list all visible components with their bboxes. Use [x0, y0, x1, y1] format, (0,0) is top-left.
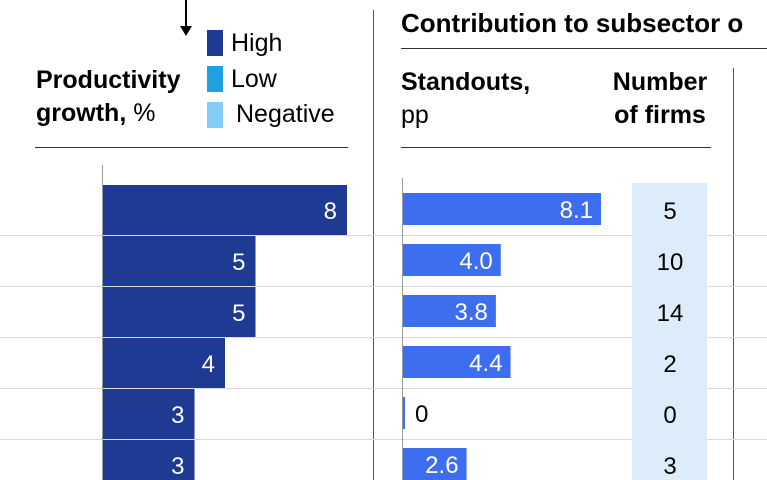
standouts-bar-label: 8.1: [560, 197, 593, 224]
firms-count-label: 3: [663, 453, 676, 480]
productivity-bar: [103, 440, 195, 480]
standouts-bar-label: 3.8: [455, 299, 488, 326]
standouts-bar-label: 0: [415, 401, 428, 428]
firms-count-label: 14: [657, 300, 684, 327]
productivity-header-unit: %: [126, 99, 156, 127]
firms-header: Number of firms: [608, 66, 712, 132]
firms-header-line1: Number: [612, 68, 708, 96]
productivity-header: Productivity growth, %: [36, 64, 180, 130]
section-title-rule: [401, 48, 767, 49]
productivity-header-growth: growth,: [36, 99, 127, 127]
legend-swatch-low: [207, 66, 223, 92]
standouts-header: Standouts, pp: [401, 66, 530, 132]
productivity-bar-label: 4: [202, 351, 215, 378]
standouts-bar: [403, 193, 601, 225]
legend-label-high: High: [231, 29, 283, 57]
legend-label-negative: Negative: [236, 100, 335, 128]
section-title: Contribution to subsector o: [401, 8, 744, 38]
productivity-header-line1: Productivity: [36, 66, 181, 94]
standouts-header-label: Standouts,: [401, 68, 531, 96]
standouts-header-unit: pp: [401, 101, 429, 129]
legend-label-low: Low: [231, 65, 277, 93]
legend-swatch-high: [207, 30, 223, 56]
productivity-bar: [103, 389, 195, 439]
productivity-bar-label: 5: [232, 249, 245, 276]
firms-count-label: 5: [663, 198, 676, 225]
firms-count-label: 10: [657, 249, 684, 276]
productivity-header-rule: [35, 147, 348, 148]
productivity-bar-label: 3: [171, 453, 184, 480]
standouts-bar: [403, 244, 501, 276]
down-arrow-icon: [180, 0, 192, 36]
productivity-bar: [103, 338, 225, 388]
productivity-bar-label: 8: [324, 198, 337, 225]
productivity-bar-label: 5: [232, 300, 245, 327]
firms-count-label: 2: [663, 351, 676, 378]
standouts-bar: [403, 397, 405, 429]
productivity-header-line2: growth, %: [36, 97, 180, 130]
productivity-bar: [103, 287, 256, 337]
legend-swatch-negative: [207, 102, 223, 128]
standouts-bar: [403, 448, 467, 480]
productivity-bar-label: 3: [171, 402, 184, 429]
column-separator: [373, 10, 374, 480]
standouts-bar-label: 4.4: [469, 350, 502, 377]
firms-count-label: 0: [663, 402, 676, 429]
standouts-bar: [403, 346, 511, 378]
standouts-header-rule: [401, 147, 711, 148]
productivity-bar: [103, 236, 256, 286]
standouts-bar: [403, 295, 496, 327]
standouts-bar-label: 4.0: [459, 248, 492, 275]
firms-column-bg: [632, 183, 707, 480]
productivity-bar: [103, 185, 347, 235]
standouts-bar-label: 2.6: [425, 452, 458, 479]
firms-header-line2: of firms: [614, 101, 706, 129]
right-separator: [733, 68, 734, 480]
